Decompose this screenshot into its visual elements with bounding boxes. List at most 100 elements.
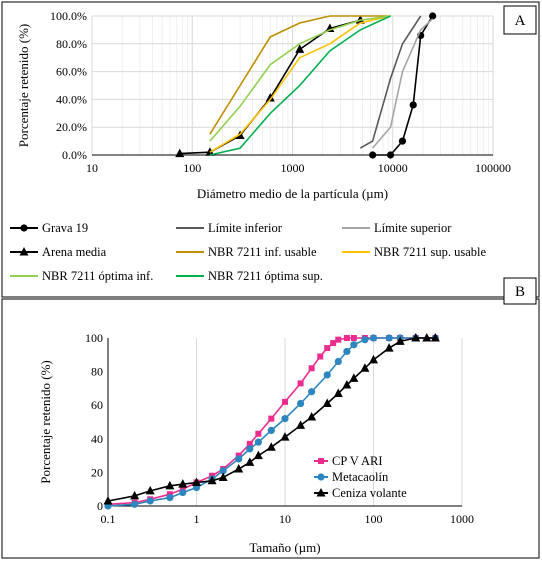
- data-point: [268, 415, 275, 422]
- y-tick-label: 80.0%: [56, 37, 87, 51]
- x-tick-label: 10: [279, 512, 291, 526]
- data-point: [296, 420, 306, 429]
- y-axis-title: Porcentaje retenido (%): [16, 24, 31, 147]
- series-5: [209, 15, 391, 153]
- data-point: [165, 480, 175, 490]
- legend-marker: [19, 247, 29, 256]
- data-point: [308, 388, 316, 396]
- legend-marker: [318, 458, 324, 464]
- y-tick-label: 80: [91, 365, 103, 379]
- legend-label: Límite superior: [374, 221, 452, 235]
- x-tick-label: 100: [183, 161, 201, 175]
- series-line: [209, 15, 391, 156]
- data-point: [324, 345, 331, 352]
- series-6: [209, 15, 391, 142]
- legend-label: NBR 7211 óptima sup.: [208, 269, 323, 283]
- legend-marker: [317, 473, 325, 481]
- data-point: [430, 333, 440, 342]
- data-point: [295, 44, 305, 53]
- legend-label: Arena media: [42, 245, 107, 259]
- series-2: [371, 18, 434, 149]
- data-point: [207, 475, 217, 485]
- data-point: [360, 363, 370, 372]
- y-tick-label: 0.0%: [62, 148, 87, 162]
- data-point: [385, 334, 393, 342]
- data-point: [175, 148, 185, 158]
- y-axis-title: Porcentaje retenido (%): [38, 360, 53, 483]
- data-point: [369, 151, 377, 159]
- data-point: [297, 380, 304, 387]
- legend-label: Metacaolín: [332, 470, 389, 484]
- data-point: [398, 137, 407, 145]
- y-tick-label: 100: [85, 331, 103, 345]
- data-point: [192, 477, 201, 486]
- data-point: [166, 494, 174, 502]
- legend-entry: NBR 7211 óptima inf.: [10, 269, 153, 283]
- data-point: [342, 380, 352, 389]
- data-point: [246, 445, 254, 453]
- data-point: [369, 354, 378, 364]
- data-point: [280, 432, 290, 441]
- data-point: [245, 457, 255, 466]
- data-point: [131, 500, 139, 508]
- data-point: [219, 467, 227, 475]
- series-7: [209, 15, 391, 156]
- chart-b: B 0 20 40 60 80 100 0.1 1 10 100 1000 Tamaño (µm) Por…: [1, 277, 540, 559]
- x-tick-label: 1000: [450, 512, 474, 526]
- data-point: [411, 333, 421, 342]
- data-point: [323, 371, 331, 379]
- legend-entry: CP V ARI: [314, 454, 383, 468]
- data-point: [333, 388, 343, 397]
- legend-entry: NBR 7211 sup. usable: [342, 245, 486, 259]
- data-point: [130, 490, 140, 500]
- data-point: [265, 93, 275, 102]
- data-point: [386, 151, 395, 159]
- x-axis-title: Tamaño (µm): [249, 540, 320, 555]
- data-point: [103, 495, 113, 505]
- x-axis-title: Diámetro medio de la partícula (µm): [197, 186, 388, 201]
- legend-label: NBR 7211 sup. usable: [374, 245, 486, 259]
- data-point: [361, 336, 369, 344]
- data-point: [350, 335, 357, 341]
- data-point: [429, 12, 437, 20]
- x-tick-label: 1000: [281, 161, 305, 175]
- x-tick-label: 100000: [475, 161, 511, 175]
- chart-a: A 0.0% 20.0% 40.0% 60.0% 80.0% 100.0% 10 100 1000…: [1, 1, 540, 298]
- y-tick-label: 0: [97, 499, 103, 513]
- data-point: [146, 497, 154, 505]
- data-point: [384, 343, 394, 352]
- panel-letter: A: [515, 13, 526, 29]
- data-point: [255, 430, 262, 437]
- series-line: [209, 15, 391, 135]
- series-0: [369, 12, 437, 159]
- legend-entry: NBR 7211 inf. usable: [176, 245, 317, 259]
- data-point: [281, 415, 289, 423]
- data-point: [282, 398, 288, 405]
- panel-letter-box: [503, 5, 537, 35]
- series-4: [209, 15, 391, 135]
- data-point: [145, 485, 155, 495]
- x-tick-label: 0.1: [101, 512, 116, 526]
- y-tick-label: 20.0%: [56, 120, 87, 134]
- data-point: [234, 464, 244, 473]
- data-point: [179, 488, 187, 497]
- y-tick-label: 40.0%: [56, 92, 87, 106]
- x-tick-label: 10: [86, 161, 98, 175]
- data-point: [343, 347, 351, 356]
- data-point: [317, 353, 324, 360]
- series-line: [209, 15, 391, 153]
- legend-label: CP V ARI: [332, 454, 383, 468]
- legend-entry: Límite inferior: [176, 221, 283, 235]
- series-line: [359, 15, 422, 149]
- x-tick-label: 1: [194, 512, 200, 526]
- y-tick-label: 60.0%: [56, 65, 87, 79]
- data-point: [335, 336, 342, 343]
- y-tick-label: 60: [91, 398, 103, 412]
- legend-entry: Ceniza volante: [314, 486, 407, 500]
- panel-letter-box: [503, 277, 537, 305]
- legend-label: Grava 19: [42, 221, 88, 235]
- data-point: [267, 426, 275, 434]
- y-tick-label: 20: [91, 465, 103, 479]
- data-point: [334, 357, 342, 366]
